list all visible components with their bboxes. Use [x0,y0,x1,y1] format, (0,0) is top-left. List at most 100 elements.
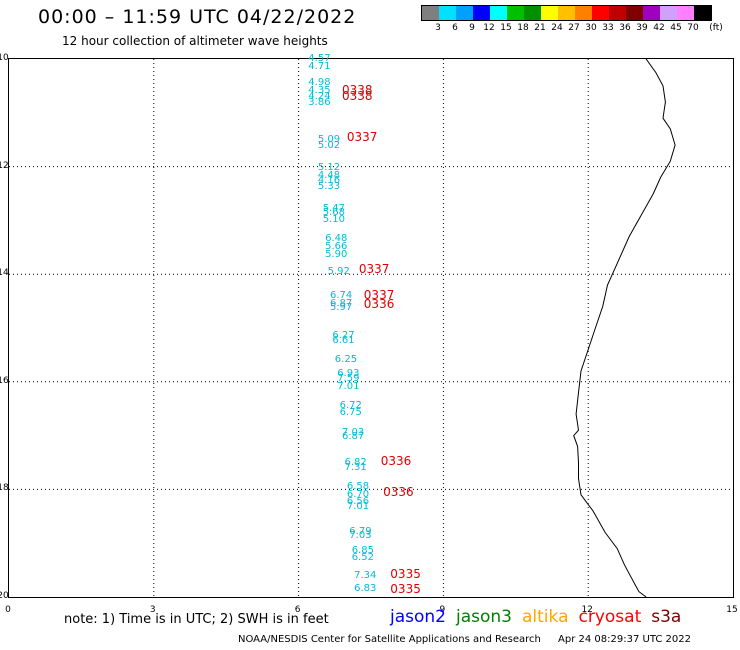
satellite-s3a: s3a [651,607,682,627]
legend-label: 3 [435,23,441,33]
legend-swatch [626,6,643,20]
pass-time-label: 0336 [383,485,414,500]
legend-label: 21 [534,23,546,33]
legend-labels: 3 6 9 12 15 18 21 24 27 30 33 36 39 42 45 70 (ft) [421,21,723,35]
legend-swatch [439,6,456,20]
wave-height-value: 4.98 [308,77,331,89]
map-title: 00:00 – 11:59 UTC 04/22/2022 [38,6,357,28]
legend-swatch [677,6,694,20]
wave-height-value: 6.74 [330,289,353,301]
legend-label: 24 [551,23,563,33]
wave-height-value: 6.52 [351,552,374,564]
map-plot-area[interactable]: 4.57 4.71 4.98 4.35 4.24 3.86 5.09 5.02 5.12 4.48… [8,54,734,598]
legend-swatch [558,6,575,20]
wave-height-value: 5.97 [330,301,353,313]
wave-height-value: 4.57 [308,53,331,64]
legend-label: 27 [568,23,580,33]
longitude-tick-label: 0 [5,605,11,615]
satellite-jason3: jason3 [456,607,512,627]
footer-credit: NOAA/NESDIS Center for Satellite Applica… [238,634,691,645]
legend-swatch [609,6,626,20]
legend-swatch [473,6,490,20]
pass-time-label: 0337 [346,130,378,144]
pass-time-label: 0336 [363,296,395,311]
wave-height-value: 6.48 [325,233,348,245]
latitude-tick-label: -12 [0,160,9,171]
longitude-tick-label: 12 [581,605,593,615]
wave-height-value: 5.92 [327,265,350,277]
longitude-tick-label: 9 [439,605,446,615]
legend-swatch [524,6,541,20]
pass-time-label: 0335 [390,581,421,596]
wave-height-value: 6.25 [334,354,358,366]
longitude-tick-label: 3 [149,605,156,615]
satellite-jason2: jason2 [390,607,446,627]
wave-height-value: 6.61 [332,335,355,347]
legend-label: 39 [636,23,648,33]
color-scale-legend: 3 6 9 12 15 18 21 24 27 30 33 36 39 42 45 70 (ft) [421,5,723,35]
wave-height-value: 5.10 [322,214,345,226]
legend-swatches [421,5,712,21]
legend-label: 9 [469,23,475,33]
wave-height-value: 6.85 [351,545,374,557]
wave-height-value: 6.83 [354,582,377,594]
map-canvas [9,59,733,597]
wave-height-value: 4.24 [308,90,331,102]
wave-height-value: 4.35 [308,85,331,97]
wave-height-value: 6.70 [346,488,370,500]
wave-height-value: 7.01 [337,381,360,393]
legend-swatch [592,6,609,20]
legend-label: 33 [602,23,614,33]
legend-label: 6 [452,23,458,33]
legend-swatch [694,6,711,20]
latitude-tick-label: -14 [0,268,9,279]
map-subtitle: 12 hour collection of altimeter wave hei… [62,34,328,48]
wave-height-value: 5.09 [317,133,341,145]
latitude-tick-label: -16 [0,375,9,386]
pass-time-label: 0335 [390,567,421,582]
wave-height-value: 6.93 [337,367,360,379]
legend-swatch [490,6,507,20]
legend-swatch [643,6,660,20]
wave-height-value: 6.82 [344,456,367,468]
legend-label: 45 [670,23,682,33]
longitude-tick-label: 15 [726,605,738,615]
legend-swatch [507,6,524,20]
legend-swatch [456,6,473,20]
wave-height-value: 5.90 [325,249,348,261]
wave-height-value: 5.33 [317,181,341,192]
wave-height-value: 5.02 [317,140,341,152]
legend-swatch [422,6,439,20]
wave-height-value: 7.31 [344,461,367,473]
satellite-altika: altika [522,607,569,627]
satellite-legend: jason2 jason3 altika cryosat s3a [390,607,691,627]
legend-label: 36 [619,23,631,33]
footer-note: note: 1) Time is in UTC; 2) SWH is in fe… [64,612,329,627]
legend-swatch [541,6,558,20]
credit-text: NOAA/NESDIS Center for Satellite Applica… [238,634,541,645]
satellite-cryosat: cryosat [578,607,642,627]
legend-label: 42 [653,23,665,33]
pass-time-label: 0337 [358,261,390,276]
longitude-tick-label: 6 [294,605,301,615]
wave-height-value: 6.27 [332,330,355,342]
wave-height-value: 6.79 [349,526,372,538]
pass-time-label: 0337 [363,287,395,302]
legend-unit: (ft) [709,23,723,33]
legend-label: 12 [483,23,495,33]
wave-height-value: 7.03 [349,529,372,541]
pass-time-label: 0338 [342,83,373,98]
generated-timestamp: Apr 24 08:29:37 UTC 2022 [558,634,691,645]
wave-height-value: 6.58 [346,480,370,492]
wave-height-value: 4.71 [308,61,331,73]
wave-height-value: 3.86 [308,97,331,109]
legend-label: 70 [687,23,699,33]
wave-height-value: 5.68 [322,206,345,218]
pass-time-label: 0338 [342,88,373,103]
wave-height-value: 4.16 [317,174,341,186]
legend-label: 30 [585,23,597,33]
wave-height-value: 5.66 [325,241,348,253]
wave-height-value: 5.47 [322,202,345,214]
wave-height-value: 5.12 [317,161,341,173]
latitude-tick-label: -20 [0,591,9,601]
